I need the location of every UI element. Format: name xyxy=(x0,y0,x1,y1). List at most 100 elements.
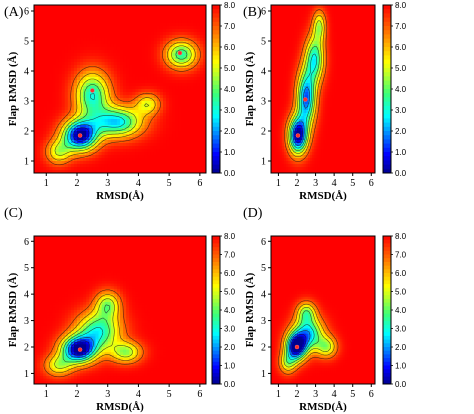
heatmap-cell xyxy=(169,143,173,147)
heatmap-cell xyxy=(123,167,127,171)
heatmap-cell xyxy=(160,77,164,81)
heatmap-cell xyxy=(200,14,204,18)
heatmap-cell xyxy=(120,62,124,66)
heatmap-cell xyxy=(126,68,130,72)
heatmap-cell xyxy=(175,83,179,87)
heatmap-cell xyxy=(120,29,124,33)
heatmap-cell xyxy=(181,167,185,171)
heatmap-cell xyxy=(175,134,179,138)
heatmap-cell xyxy=(117,38,121,42)
heatmap-cell xyxy=(166,17,170,21)
heatmap-cell xyxy=(77,35,81,39)
heatmap-cell xyxy=(108,167,112,171)
heatmap-cell xyxy=(74,20,78,24)
heatmap-cell xyxy=(135,146,139,150)
heatmap-cell xyxy=(34,26,38,30)
heatmap-cell xyxy=(145,161,149,165)
heatmap-cell xyxy=(80,11,84,15)
heatmap-cell xyxy=(163,20,167,24)
heatmap-cell xyxy=(142,5,146,9)
heatmap-cell xyxy=(175,98,179,102)
heatmap-cell xyxy=(148,47,152,51)
heatmap-cell xyxy=(126,32,130,36)
heatmap-cell xyxy=(178,98,182,102)
heatmap-cell xyxy=(74,35,78,39)
heatmap-cell xyxy=(172,146,176,150)
heatmap-cell xyxy=(123,35,127,39)
heatmap-cell xyxy=(52,113,56,117)
heatmap-cell xyxy=(68,17,72,21)
heatmap-cell xyxy=(43,47,47,51)
heatmap-cell xyxy=(52,56,56,60)
heatmap-cell xyxy=(142,8,146,12)
heatmap-cell xyxy=(166,155,170,159)
heatmap-cell xyxy=(123,152,127,156)
heatmap-cell xyxy=(43,17,47,21)
heatmap-cell xyxy=(175,104,179,108)
heatmap-cell xyxy=(151,83,155,87)
heatmap-cell xyxy=(99,59,103,63)
heatmap-cell xyxy=(142,38,146,42)
heatmap-cell xyxy=(117,89,121,93)
heatmap-cell xyxy=(95,95,99,99)
heatmap-cell xyxy=(117,23,121,27)
heatmap-cell xyxy=(40,44,44,48)
heatmap-cell xyxy=(120,164,124,168)
heatmap-cell xyxy=(43,167,47,171)
heatmap-cell xyxy=(178,41,182,45)
heatmap-cell xyxy=(145,50,149,54)
heatmap-cell xyxy=(49,74,53,78)
heatmap-cell xyxy=(102,44,106,48)
heatmap-cell xyxy=(188,23,192,27)
heatmap-cell xyxy=(68,59,72,63)
heatmap-cell xyxy=(126,86,130,90)
heatmap-cell xyxy=(102,128,106,132)
heatmap-cell xyxy=(77,26,81,30)
colorbar-segment xyxy=(212,106,220,111)
heatmap-cell xyxy=(151,128,155,132)
heatmap-cell xyxy=(40,50,44,54)
heatmap-cell xyxy=(62,107,66,111)
heatmap-cell xyxy=(188,14,192,18)
heatmap-cell xyxy=(37,68,41,72)
heatmap-cell xyxy=(138,23,142,27)
heatmap-cell xyxy=(172,152,176,156)
heatmap-cell xyxy=(108,146,112,150)
heatmap-cell xyxy=(49,17,53,21)
heatmap-cell xyxy=(142,53,146,57)
heatmap-cell xyxy=(111,119,115,123)
heatmap-cell xyxy=(181,77,185,81)
heatmap-cell xyxy=(157,62,161,66)
heatmap-cell xyxy=(99,8,103,12)
heatmap-cell xyxy=(99,20,103,24)
heatmap-cell xyxy=(191,137,195,141)
heatmap-cell xyxy=(194,68,198,72)
heatmap-cell xyxy=(194,23,198,27)
heatmap-cell xyxy=(172,26,176,30)
heatmap-cell xyxy=(99,56,103,60)
heatmap-cell xyxy=(194,107,198,111)
heatmap-cell xyxy=(108,38,112,42)
heatmap-cell xyxy=(123,14,127,18)
heatmap-cell xyxy=(52,77,56,81)
heatmap-cell xyxy=(178,122,182,126)
heatmap-cell xyxy=(194,140,198,144)
heatmap-cell xyxy=(68,143,72,147)
heatmap-cell xyxy=(56,14,60,18)
heatmap-cell xyxy=(46,113,50,117)
heatmap-cell xyxy=(148,5,152,9)
heatmap-cell xyxy=(132,101,136,105)
heatmap-cell xyxy=(181,164,185,168)
heatmap-cell xyxy=(68,44,72,48)
heatmap-cell xyxy=(163,74,167,78)
heatmap-cell xyxy=(99,47,103,51)
heatmap-cell xyxy=(108,26,112,30)
heatmap-cell xyxy=(86,101,90,105)
heatmap-cell xyxy=(191,11,195,15)
heatmap-cell xyxy=(111,77,115,81)
heatmap-cell xyxy=(52,35,56,39)
heatmap-cell xyxy=(169,119,173,123)
heatmap-cell xyxy=(135,26,139,30)
heatmap-cell xyxy=(151,23,155,27)
heatmap-cell xyxy=(105,5,109,9)
